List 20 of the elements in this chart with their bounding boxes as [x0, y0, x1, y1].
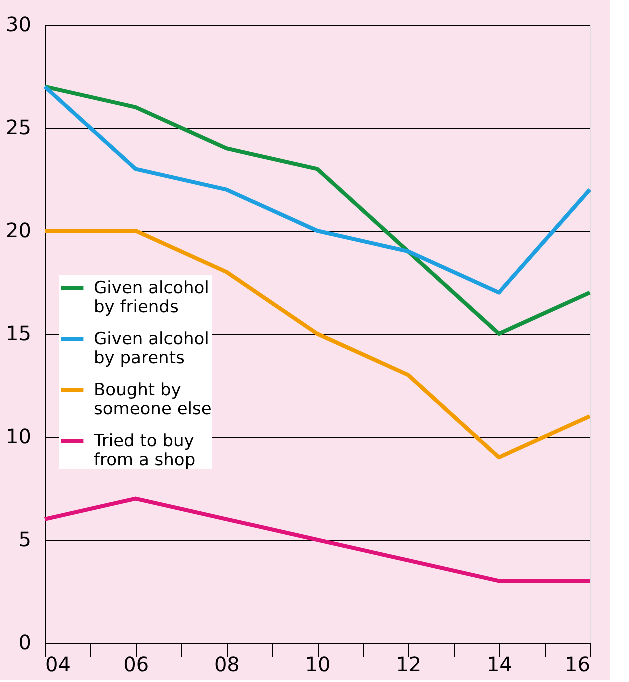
- legend-label: Tried to buy from a shop: [93, 432, 196, 470]
- x-tick-label: 12: [396, 652, 422, 676]
- y-tick-label: 25: [6, 116, 32, 140]
- legend-label: Given alcohol by friends: [94, 278, 210, 318]
- x-tick-label: 14: [486, 652, 512, 676]
- y-tick-label: 10: [6, 424, 32, 448]
- x-tick-label: 16: [565, 652, 590, 676]
- legend-label: Bought by someone else: [94, 380, 212, 420]
- y-tick-label: 15: [6, 322, 32, 346]
- legend-label: Given alcohol by parents: [94, 330, 210, 368]
- y-tick-label: 30: [6, 12, 32, 36]
- y-tick-label: 0: [18, 630, 32, 654]
- x-tick-label: 06: [124, 652, 150, 676]
- x-tick-label: 08: [214, 652, 240, 676]
- y-tick-label: 5: [18, 528, 32, 552]
- y-tick-label: 20: [6, 218, 32, 242]
- line-series: [43, 496, 592, 584]
- x-tick-label: 04: [46, 652, 71, 676]
- line-series: [43, 84, 592, 295]
- x-tick-label: 10: [305, 652, 331, 676]
